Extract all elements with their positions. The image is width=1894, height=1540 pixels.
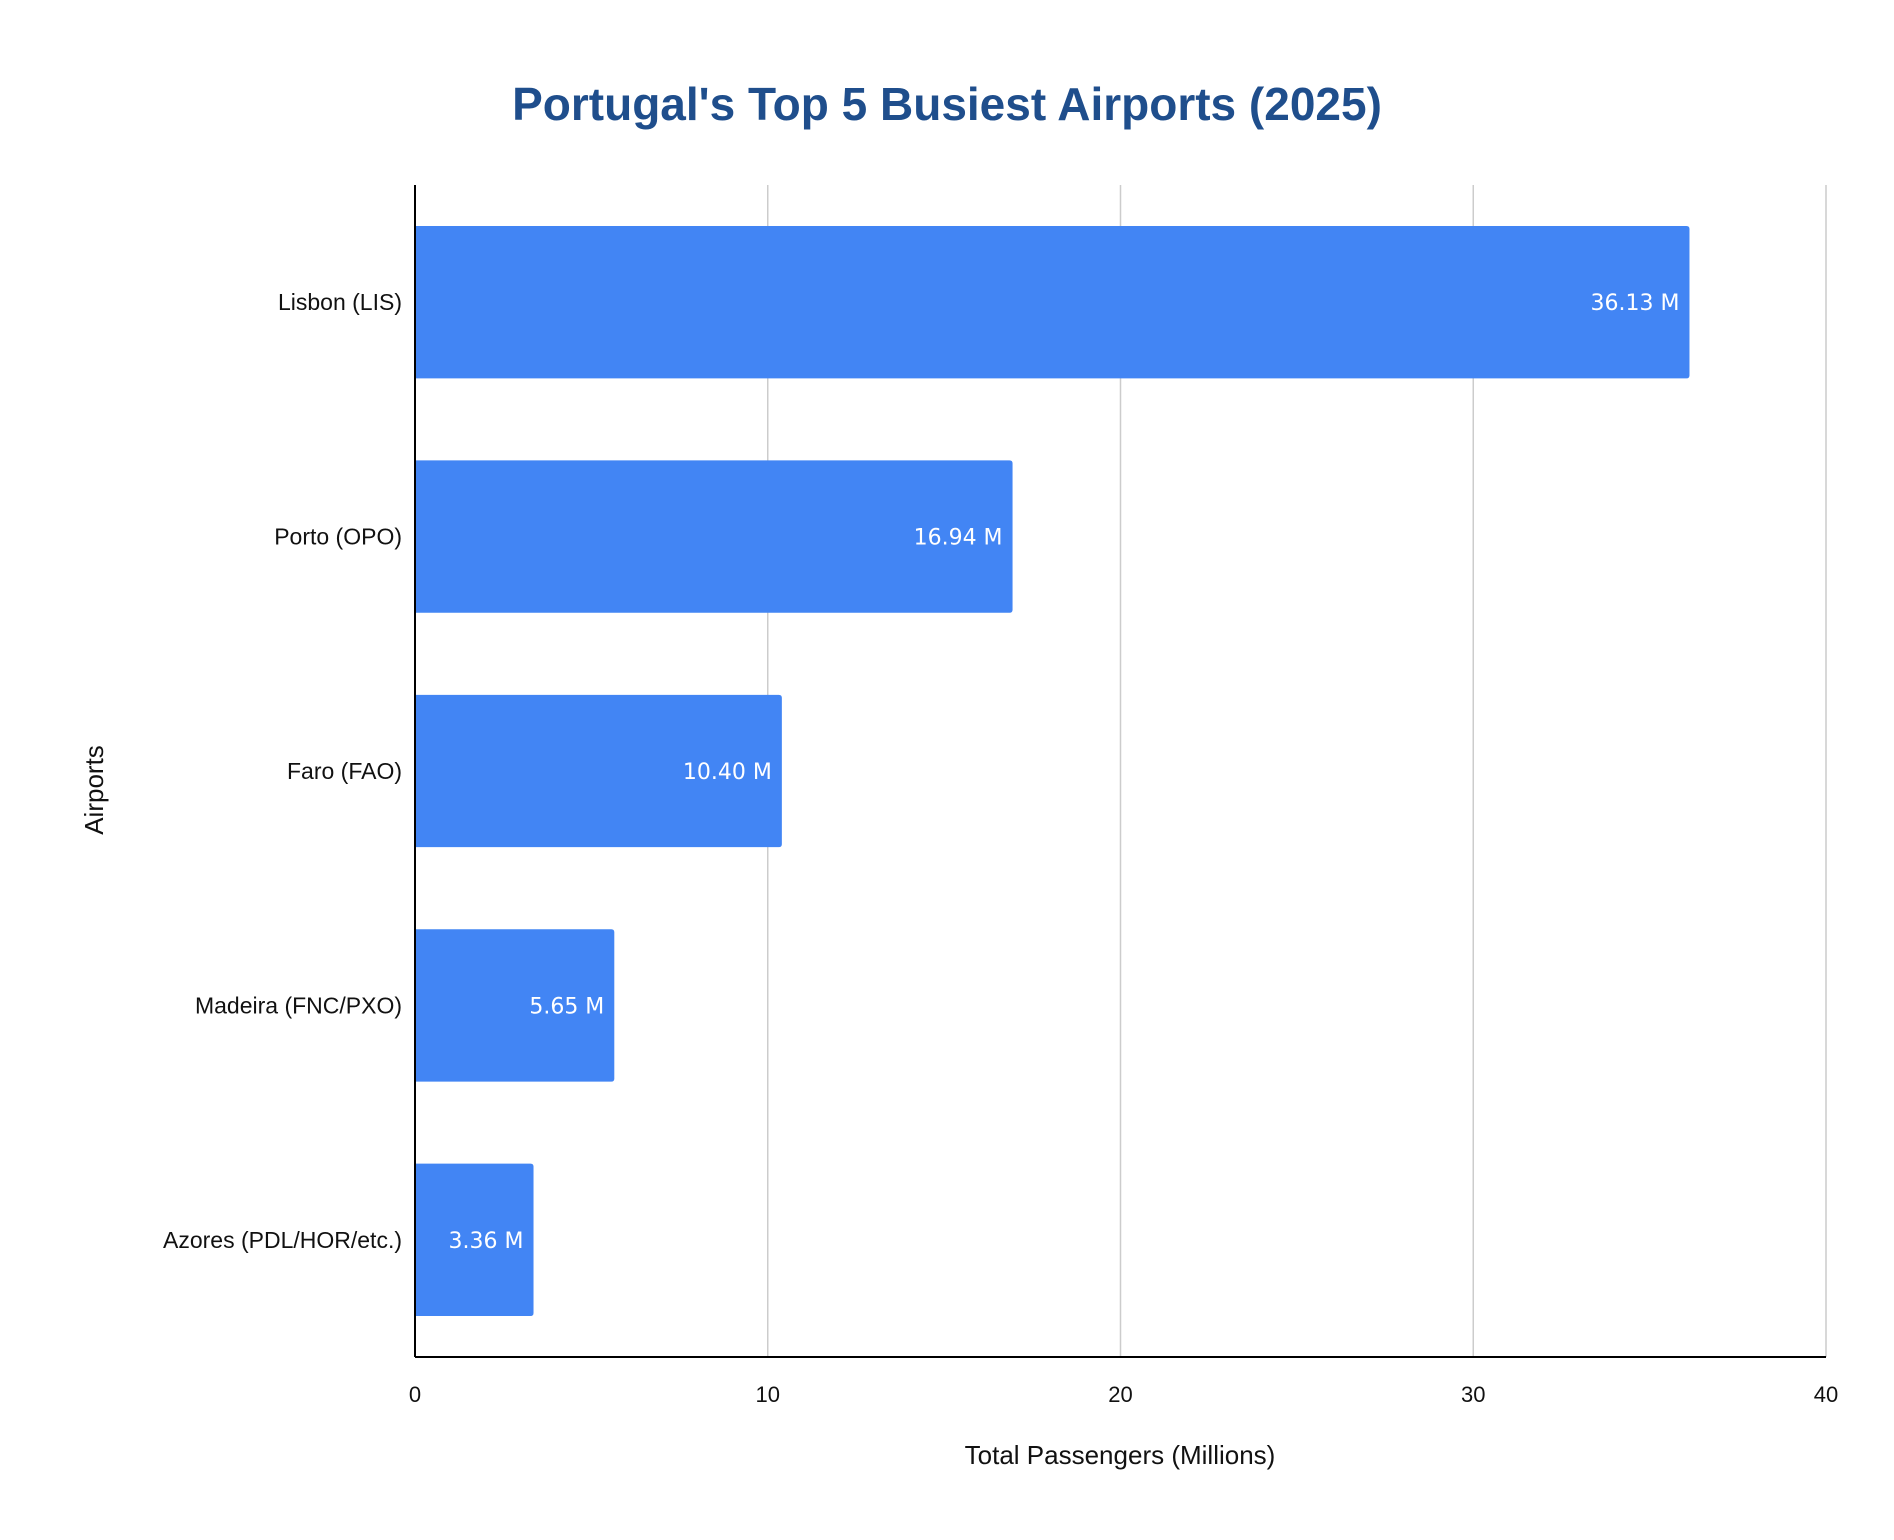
x-tick-label: 20 — [1108, 1382, 1132, 1407]
y-axis-title: Airports — [79, 745, 109, 835]
x-tick-label: 10 — [756, 1382, 780, 1407]
category-label: Porto (OPO) — [274, 524, 402, 550]
x-tick-labels: 0 10 20 30 40 — [409, 1382, 1838, 1407]
bar — [415, 226, 1690, 379]
x-axis-title: Total Passengers (Millions) — [965, 1440, 1276, 1470]
x-tick-label: 40 — [1814, 1382, 1838, 1407]
bar — [415, 1163, 534, 1316]
bars — [415, 226, 1690, 1316]
chart-title: Portugal's Top 5 Busiest Airports (2025) — [512, 78, 1382, 130]
bar-value-label: 3.36 M — [449, 1229, 524, 1254]
x-tick-label: 30 — [1461, 1382, 1485, 1407]
category-labels: Lisbon (LIS) Porto (OPO) Faro (FAO) Madeira… — [163, 289, 402, 1253]
axes — [414, 185, 1826, 1358]
bar — [415, 694, 782, 848]
category-label: Azores (PDL/HOR/etc.) — [163, 1227, 402, 1253]
bar-value-label: 5.65 M — [529, 994, 604, 1019]
data-labels: 36.13 M 16.94 M 10.40 M 5.65 M 3.36 M — [449, 291, 1680, 1254]
bar-value-label: 10.40 M — [683, 760, 772, 785]
category-label: Faro (FAO) — [287, 758, 402, 784]
bar-value-label: 36.13 M — [1591, 291, 1680, 316]
bar-value-label: 16.94 M — [914, 526, 1003, 551]
bar — [415, 460, 1013, 613]
category-label: Madeira (FNC/PXO) — [195, 992, 402, 1018]
x-tick-label: 0 — [409, 1382, 421, 1407]
category-label: Lisbon (LIS) — [278, 289, 402, 315]
bar — [415, 929, 615, 1082]
